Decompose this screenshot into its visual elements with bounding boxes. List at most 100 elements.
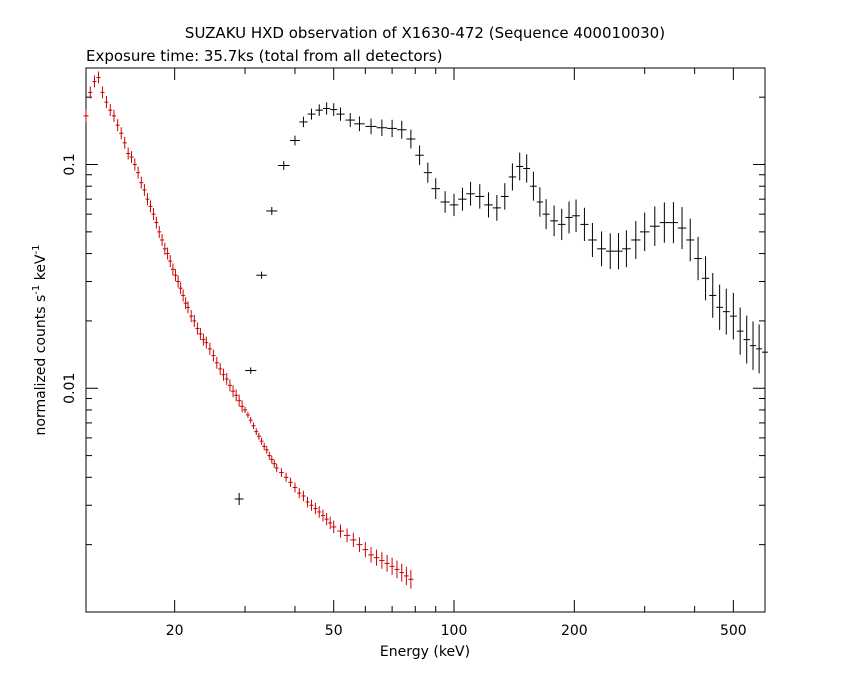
data-point <box>373 549 380 566</box>
data-point <box>588 222 597 257</box>
data-point <box>722 288 730 335</box>
x-axis-ticks: 20 50 100 200 500 <box>166 68 766 639</box>
data-point <box>234 492 244 505</box>
data-point <box>299 116 308 128</box>
data-point <box>224 372 229 386</box>
data-point <box>550 205 558 237</box>
data-point <box>309 499 314 511</box>
data-point <box>301 490 306 502</box>
data-point <box>274 463 279 473</box>
data-point <box>315 104 324 116</box>
data-point <box>408 569 414 589</box>
data-point <box>227 379 232 392</box>
data-point <box>686 218 695 262</box>
x-axis-label: Energy (keV) <box>380 644 470 660</box>
data-point <box>701 256 710 301</box>
data-point <box>394 560 400 579</box>
data-point <box>201 333 206 346</box>
data-point <box>694 236 702 281</box>
data-point <box>168 255 173 268</box>
data-point <box>536 187 544 217</box>
data-point <box>176 275 181 288</box>
data-point <box>129 151 134 164</box>
data-point <box>259 437 264 445</box>
data-point <box>157 225 162 238</box>
data-point <box>387 119 398 138</box>
data-point <box>729 292 737 340</box>
data-point <box>320 509 325 522</box>
data-point <box>256 271 267 279</box>
data-point <box>267 451 272 460</box>
data-point <box>458 187 467 211</box>
data-point <box>277 161 290 170</box>
data-point <box>597 231 607 267</box>
data-point <box>384 554 390 572</box>
data-point <box>508 163 517 191</box>
data-point <box>279 468 284 477</box>
data-point <box>324 513 329 526</box>
data-point <box>290 135 300 146</box>
data-point <box>379 552 385 569</box>
data-point <box>484 192 493 218</box>
data-point <box>736 307 744 355</box>
data-point <box>245 367 257 374</box>
x-tick-label: 100 <box>441 623 468 639</box>
data-point <box>431 178 441 200</box>
data-point <box>365 118 377 135</box>
data-point <box>565 201 573 234</box>
data-point <box>313 502 318 515</box>
data-point <box>221 368 226 381</box>
data-point <box>170 263 175 276</box>
plot-frame <box>85 67 766 613</box>
data-point <box>178 282 183 295</box>
data-point <box>530 171 537 201</box>
data-point <box>350 532 357 548</box>
data-point <box>132 158 137 171</box>
data-point <box>211 349 216 362</box>
data-point <box>516 152 524 181</box>
data-point <box>145 193 150 206</box>
data-point <box>126 147 131 160</box>
data-point <box>136 166 141 179</box>
data-point <box>709 273 717 318</box>
data-point <box>243 406 248 413</box>
data-point <box>100 86 105 99</box>
data-point <box>606 233 615 269</box>
data-point <box>677 207 687 250</box>
data-point <box>198 327 203 340</box>
data-point <box>415 145 424 166</box>
y-axis-label-sup2: -1 <box>31 245 42 255</box>
chart-subtitle: Exposure time: 35.7ks (total from all de… <box>86 47 442 65</box>
data-point <box>659 202 670 243</box>
data-point <box>108 104 113 117</box>
data-point <box>542 199 550 230</box>
data-point <box>492 194 501 221</box>
data-point <box>83 109 89 122</box>
data-point <box>240 400 245 413</box>
data-point <box>111 109 116 122</box>
data-point <box>397 120 407 139</box>
data-point <box>92 75 97 88</box>
data-point <box>237 394 242 407</box>
y-axis-label-sup1: -1 <box>31 285 42 295</box>
data-point <box>669 202 678 244</box>
data-point <box>189 310 194 323</box>
y-axis-label: normalized counts s-1 keV-1 <box>31 245 49 436</box>
data-point <box>330 103 338 116</box>
chart-title: SUZAKU HXD observation of X1630-472 (Seq… <box>185 24 665 42</box>
data-point <box>440 191 450 213</box>
y-tick-label: 0.1 <box>62 153 78 175</box>
data-point <box>466 181 475 206</box>
x-tick-label: 20 <box>166 623 184 639</box>
data-point <box>234 389 239 402</box>
data-point <box>262 442 267 451</box>
data-point <box>305 496 310 508</box>
data-point <box>406 129 416 149</box>
data-point <box>749 321 757 370</box>
data-point <box>762 327 768 377</box>
data-point <box>266 206 278 215</box>
data-point <box>557 208 566 241</box>
data-point <box>322 102 331 115</box>
data-point <box>500 183 509 210</box>
